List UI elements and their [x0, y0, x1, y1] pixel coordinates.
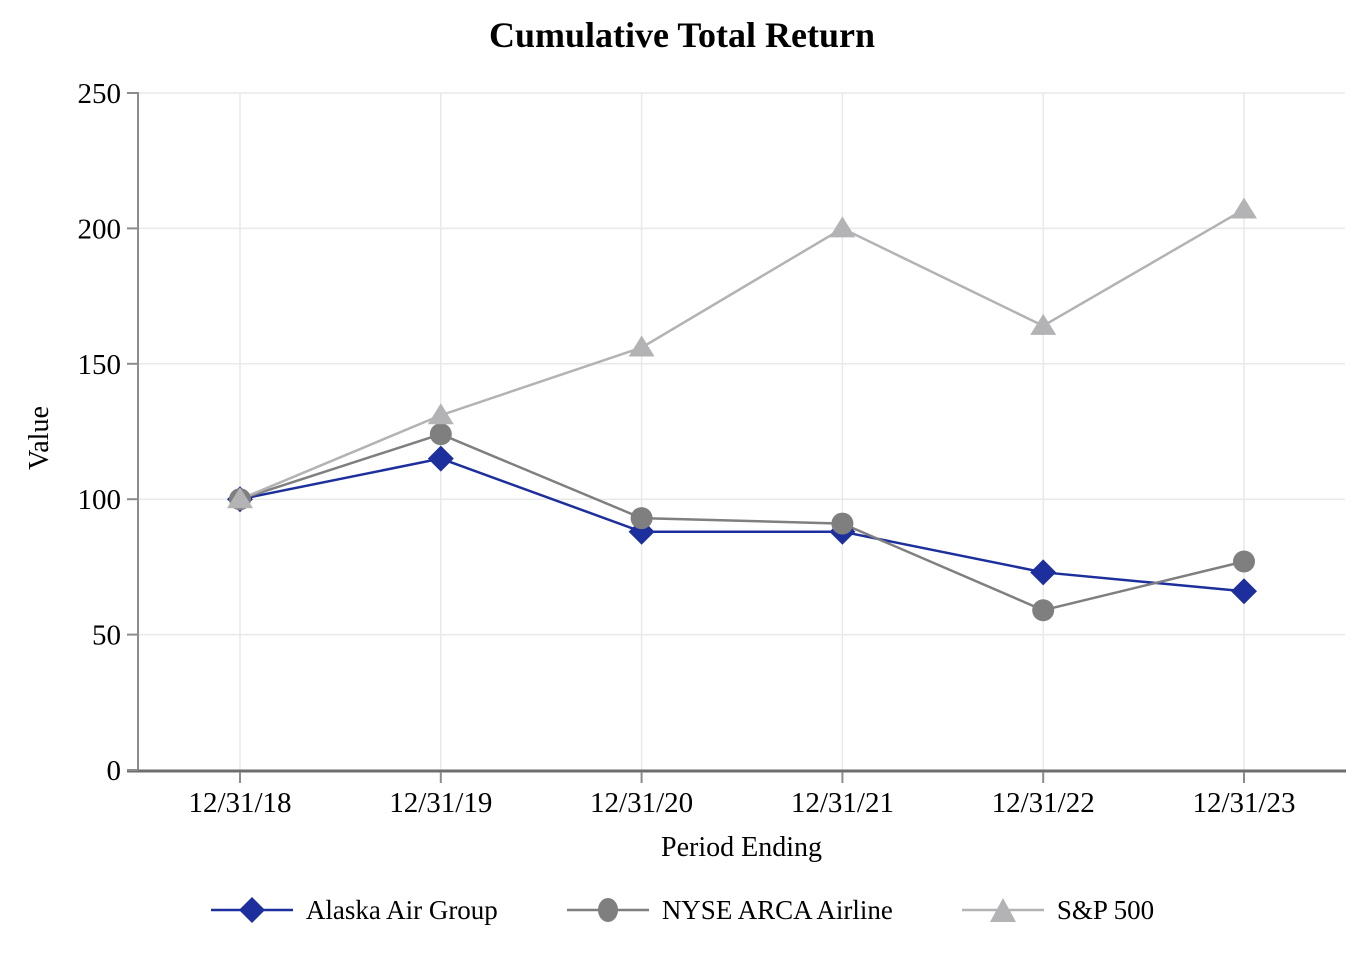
marker-circle-nyse-arca-airline [831, 512, 854, 535]
x-tick-label: 12/31/19 [389, 787, 492, 819]
marker-triangle-s-p-500 [628, 335, 655, 357]
marker-diamond-alaska-air-group [427, 445, 454, 472]
legend: Alaska Air Group NYSE ARCA Airline S&P 500 [0, 893, 1364, 927]
marker-circle-nyse-arca-airline [429, 423, 452, 446]
legend-label: Alaska Air Group [305, 894, 498, 925]
marker-triangle-s-p-500 [427, 403, 454, 425]
legend-label: NYSE ARCA Airline [661, 894, 893, 925]
marker-diamond-alaska-air-group [1030, 559, 1057, 586]
marker-triangle-s-p-500 [829, 216, 856, 238]
marker-circle-nyse-arca-airline [1032, 599, 1055, 622]
x-tick-label: 12/31/22 [992, 787, 1095, 819]
triangle-legend-marker-icon [961, 898, 1044, 922]
series-line-nyse-arca-airline [239, 432, 1245, 612]
series-line-s-p-500 [239, 208, 1245, 501]
marker-circle-nyse-arca-airline [1233, 550, 1255, 573]
y-tick-label: 0 [107, 755, 122, 787]
x-tick-label: 12/31/23 [1192, 787, 1295, 819]
y-tick-label: 250 [78, 78, 122, 110]
marker-circle-nyse-arca-airline [630, 507, 653, 530]
x-tick-label: 12/31/21 [791, 787, 894, 819]
marker-diamond-alaska-air-group [1231, 578, 1257, 605]
y-axis-title: Value [24, 406, 55, 470]
marker-triangle-s-p-500 [227, 487, 253, 509]
diamond-legend-marker-icon [210, 897, 293, 923]
y-tick-label: 100 [78, 484, 122, 516]
marker-triangle-s-p-500 [1030, 313, 1057, 335]
y-tick-label: 150 [78, 349, 122, 381]
legend-item-s-p-500: S&P 500 [961, 893, 1154, 927]
x-axis-title: Period Ending [661, 832, 822, 863]
chart-title: Cumulative Total Return [488, 15, 876, 55]
x-tick-label: 12/31/18 [188, 787, 291, 819]
legend-item-alaska-air-group: Alaska Air Group [210, 893, 498, 927]
x-tick-label: 12/31/20 [590, 787, 693, 819]
legend-label: S&P 500 [1056, 894, 1155, 925]
y-tick-label: 200 [78, 213, 122, 245]
legend-item-nyse-arca-airline: NYSE ARCA Airline [566, 893, 893, 927]
y-tick-label: 50 [92, 620, 121, 652]
circle-legend-marker-icon [566, 898, 649, 922]
series-line-alaska-air-group [239, 457, 1245, 593]
marker-triangle-s-p-500 [1231, 197, 1257, 219]
